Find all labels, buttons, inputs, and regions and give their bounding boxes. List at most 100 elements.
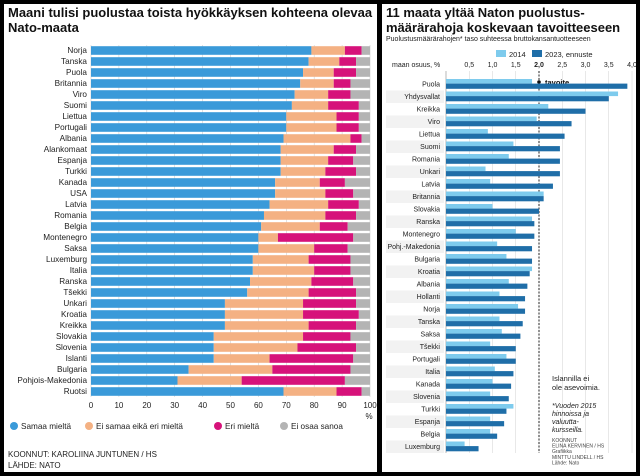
bar-segment (252, 255, 309, 264)
bar-2014 (446, 179, 491, 184)
category-label: Puola (66, 68, 87, 77)
category-label: Suomi (420, 144, 440, 151)
bar-segment (356, 57, 370, 66)
bar-segment (358, 123, 370, 132)
bar-segment (361, 46, 370, 55)
bar-segment (286, 112, 337, 121)
bar-2023 (446, 108, 586, 114)
bar-2023 (446, 146, 560, 152)
bar-segment (91, 321, 225, 330)
category-label: Saksa (64, 244, 87, 253)
category-label: Slovenia (413, 394, 440, 401)
bar-segment (91, 167, 281, 176)
bar-2014 (446, 379, 493, 384)
category-label: Puola (422, 82, 440, 89)
row-band (386, 215, 444, 228)
bar-segment (224, 310, 304, 319)
bar-segment (336, 123, 359, 132)
legend-label: Samaa mieltä (21, 422, 72, 431)
bar-segment (358, 101, 370, 110)
bar-segment (336, 387, 362, 396)
bar-segment (91, 222, 262, 231)
bar-segment (213, 332, 304, 341)
category-label: Slovakia (414, 207, 441, 214)
bar-segment (339, 57, 357, 66)
bar-2023 (446, 171, 560, 177)
category-label: Montenegro (43, 233, 87, 242)
credit-line: MINTTU LINDELL / HS (552, 455, 604, 461)
bar-segment (328, 156, 354, 165)
bar-segment (91, 79, 301, 88)
category-label: Liettua (419, 132, 440, 139)
x-tick-label: 3,0 (581, 62, 591, 69)
bar-segment (275, 189, 326, 198)
bar-2023 (446, 383, 512, 389)
bar-segment (224, 299, 304, 308)
bar-segment (291, 101, 329, 110)
bar-segment (91, 200, 270, 209)
note-iceland: Islannilla ei (552, 374, 589, 383)
bar-segment (356, 321, 370, 330)
right-chart-title: 11 maata yltää Naton puolustus-määräraho… (386, 5, 621, 35)
category-label: Hollanti (417, 294, 441, 301)
bar-segment (91, 112, 287, 121)
bar-segment (344, 178, 370, 187)
bar-2014 (446, 416, 491, 422)
bar-segment (91, 299, 225, 308)
bar-2023 (446, 321, 523, 327)
category-label: Tšekki (63, 288, 87, 297)
bar-2014 (446, 391, 491, 397)
bar-segment (91, 145, 281, 154)
row-band (386, 140, 444, 153)
bar-segment (91, 68, 304, 77)
bar-2023 (446, 296, 526, 302)
category-label: Luxemburg (405, 444, 440, 451)
bar-segment (336, 112, 359, 121)
bar-segment (303, 332, 351, 341)
x-tick-label: 3,5 (604, 62, 614, 69)
bar-segment (353, 354, 370, 363)
bar-segment (91, 101, 292, 110)
row-band (386, 290, 444, 303)
bar-2014 (446, 104, 549, 109)
left-chart-panel: Maani tulisi puolustaa toista hyökkäykse… (4, 4, 377, 472)
x-axis-label: maan osuus, % (392, 62, 440, 69)
bar-segment (308, 57, 340, 66)
x-tick-label: 100 (363, 401, 377, 410)
right-chart-panel: 11 maata yltää Naton puolustus-määräraho… (382, 4, 636, 472)
category-label: Slovenia (56, 343, 88, 352)
bar-segment (91, 46, 312, 55)
bar-segment (344, 46, 362, 55)
bar-2023 (446, 333, 521, 339)
bar-2023 (446, 208, 539, 214)
legend-swatch (85, 422, 93, 430)
category-label: Portugali (412, 357, 440, 364)
x-tick-label: 80 (310, 401, 319, 410)
bar-2014 (446, 366, 495, 372)
bar-segment (308, 288, 357, 297)
bar-segment (283, 387, 337, 396)
category-label: Kreikka (417, 107, 440, 114)
x-tick-label: 2,5 (557, 62, 567, 69)
bar-segment (328, 90, 351, 99)
row-band (386, 165, 444, 178)
note-iceland: ole asevoimia. (552, 383, 600, 392)
bar-2023 (446, 346, 516, 352)
row-band (386, 315, 444, 328)
bar-2023 (446, 158, 560, 164)
legend-label: Ei samaa eikä eri mieltä (96, 422, 183, 431)
category-label: Albania (60, 134, 88, 143)
bar-segment (350, 266, 370, 275)
bar-segment (91, 156, 281, 165)
category-label: Italia (425, 369, 440, 376)
category-label: Pohjois-Makedonia (17, 376, 87, 385)
bar-segment (311, 277, 354, 286)
left-source-origin: LÄHDE: NATO (8, 461, 61, 470)
category-label: Kanada (59, 178, 88, 187)
x-tick-label: 0,5 (464, 62, 474, 69)
x-tick-label: 60 (254, 401, 263, 410)
category-label: Bulgaria (414, 257, 440, 264)
bar-segment (91, 387, 284, 396)
category-label: Turkki (65, 167, 87, 176)
bar-segment (280, 167, 326, 176)
